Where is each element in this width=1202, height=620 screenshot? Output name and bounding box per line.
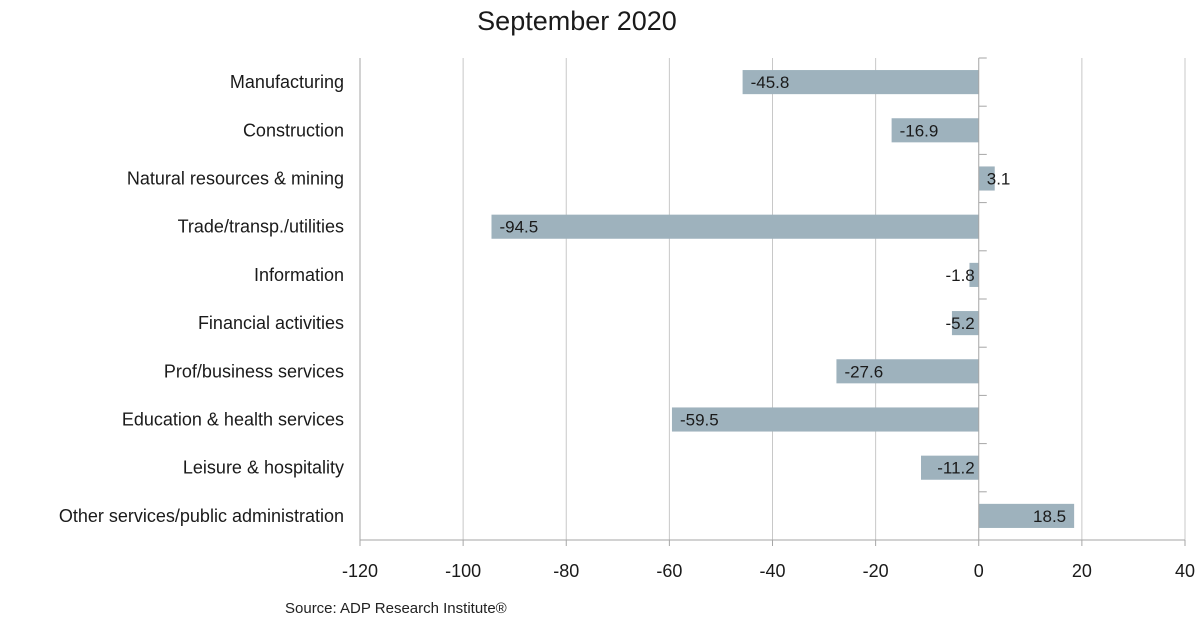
bar bbox=[891, 118, 979, 143]
bar bbox=[978, 503, 1075, 528]
bar bbox=[671, 407, 979, 432]
x-tick-label: 20 bbox=[1072, 561, 1092, 581]
data-label: -27.6 bbox=[844, 362, 883, 381]
data-label: 3.1 bbox=[987, 170, 1011, 189]
axes bbox=[359, 57, 1186, 546]
source-note: Source: ADP Research Institute® bbox=[285, 600, 507, 617]
category-label: Manufacturing bbox=[230, 72, 344, 92]
bar bbox=[951, 311, 979, 336]
bar bbox=[491, 214, 979, 239]
x-tick-label: -100 bbox=[445, 561, 481, 581]
x-tick-label: -120 bbox=[342, 561, 378, 581]
data-label: -16.9 bbox=[900, 121, 939, 140]
bar bbox=[969, 262, 979, 287]
bar bbox=[742, 70, 979, 95]
category-label: Information bbox=[254, 265, 344, 285]
bars bbox=[491, 70, 1075, 528]
data-label: -59.5 bbox=[680, 411, 719, 430]
category-label: Financial activities bbox=[198, 313, 344, 333]
data-label: -11.2 bbox=[937, 459, 975, 478]
x-tick-label: 40 bbox=[1175, 561, 1195, 581]
category-label: Leisure & hospitality bbox=[183, 458, 344, 478]
x-tick-label: -80 bbox=[553, 561, 579, 581]
data-label: -45.8 bbox=[751, 73, 790, 92]
data-label: -94.5 bbox=[499, 218, 538, 237]
bar bbox=[978, 166, 995, 191]
category-label: Education & health services bbox=[122, 410, 344, 430]
x-tick-label: 0 bbox=[974, 561, 984, 581]
x-tick-label: -40 bbox=[759, 561, 785, 581]
chart-title: September 2020 bbox=[477, 6, 677, 36]
data-label: -5.2 bbox=[945, 314, 974, 333]
category-label: Construction bbox=[243, 120, 344, 140]
category-label: Natural resources & mining bbox=[127, 169, 344, 189]
gridlines bbox=[359, 58, 1186, 540]
bar bbox=[836, 359, 979, 384]
x-tick-label: -60 bbox=[656, 561, 682, 581]
data-label: -1.8 bbox=[945, 266, 974, 285]
bar bbox=[921, 455, 979, 480]
category-label: Prof/business services bbox=[164, 361, 344, 381]
data-label: 18.5 bbox=[1033, 507, 1066, 526]
x-tick-label: -20 bbox=[863, 561, 889, 581]
labels: Manufacturing Construction Natural resourc… bbox=[59, 72, 1195, 581]
category-label: Trade/transp./utilities bbox=[178, 217, 344, 237]
category-label: Other services/public administration bbox=[59, 506, 344, 526]
